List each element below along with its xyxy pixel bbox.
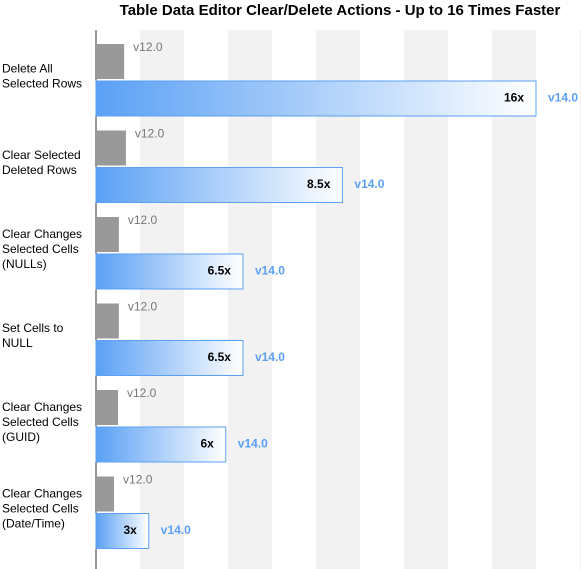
series-label: v14.0 (255, 264, 285, 278)
bar (96, 476, 115, 512)
bar (95, 80, 537, 117)
bar (96, 44, 125, 79)
series-label: v14.0 (354, 177, 384, 191)
series-label: v12.0 (135, 127, 165, 141)
bar (95, 513, 150, 549)
series-label: v12.0 (127, 386, 157, 400)
category-label: Clear Selected Deleted Rows (2, 148, 81, 177)
category-label: Set Cells to NULL (2, 321, 64, 350)
bar (96, 217, 119, 252)
speedup-label: 6x (200, 437, 214, 451)
speedup-label: 16x (504, 91, 524, 105)
speedup-label: 8.5x (307, 177, 331, 191)
series-label: v12.0 (128, 300, 158, 314)
speedup-label: 6.5x (208, 350, 232, 364)
category-label: Clear Changes Selected Cells (GUID) (2, 400, 82, 444)
series-label: v14.0 (238, 437, 268, 451)
series-label: v12.0 (128, 213, 158, 227)
bar (96, 303, 119, 339)
bar (96, 390, 118, 425)
bar (95, 426, 227, 463)
bar (96, 130, 126, 166)
series-label: v14.0 (161, 523, 191, 537)
category-label: Delete All Selected Rows (2, 62, 82, 91)
speedup-label: 6.5x (208, 264, 232, 278)
series-label: v12.0 (133, 40, 163, 54)
category-label: Clear Changes Selected Cells (Date/Time) (2, 487, 82, 531)
bar (95, 340, 244, 376)
series-label: v14.0 (548, 91, 578, 105)
bar (95, 167, 343, 203)
category-label: Clear Changes Selected Cells (NULLs) (2, 227, 82, 271)
plot-background (96, 30, 581, 569)
series-label: v14.0 (255, 350, 285, 364)
speedup-label: 3x (123, 523, 137, 537)
bar (95, 253, 244, 290)
chart-title: Table Data Editor Clear/Delete Actions -… (120, 2, 561, 19)
series-label: v12.0 (123, 473, 153, 487)
